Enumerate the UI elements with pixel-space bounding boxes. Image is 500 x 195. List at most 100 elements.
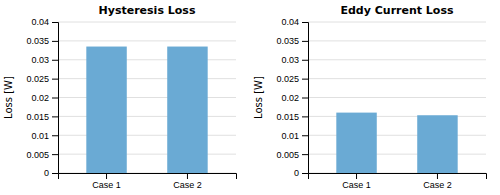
panel: 0 0.005 0.01 0.015 0.02 0.025 0.03 0.035 0.04 Cas…	[3, 4, 237, 190]
y-tick: 0.03	[31, 55, 58, 65]
y-axis-title: Loss [W]	[253, 76, 264, 119]
y-tick-label: 0.035	[276, 36, 299, 46]
y-tick-mark	[302, 98, 308, 99]
x-tick-label: Case 1	[92, 180, 121, 190]
y-tick-mark	[52, 41, 58, 42]
y-tick: 0.005	[26, 150, 58, 160]
y-tick-mark	[302, 41, 308, 42]
y-tick-mark	[302, 135, 308, 136]
plot-area: 00.0050.010.0150.020.0250.030.0350.04Cas…	[276, 17, 486, 190]
x-tick: Case 1	[92, 173, 121, 190]
y-tick-label: 0.025	[26, 74, 49, 84]
y-axis-line	[52, 23, 59, 174]
x-tick-label: Case 2	[423, 180, 452, 190]
y-tick-label: 0.035	[26, 36, 49, 46]
bar	[336, 113, 376, 173]
chart-canvas: 0 0.005 0.01 0.015 0.02 0.025 0.03 0.035 0.04 Cas…	[0, 0, 500, 195]
panel: 00.0050.010.0150.020.0250.030.0350.04Cas…	[253, 4, 487, 190]
grid-line	[58, 59, 236, 60]
y-tick-label: 0.01	[31, 131, 49, 141]
y-tick-label: 0.005	[26, 150, 49, 160]
y-tick-label: 0.02	[281, 93, 299, 103]
grid-line	[308, 59, 486, 60]
y-tick-mark	[52, 116, 58, 117]
grid-line	[308, 22, 486, 23]
y-tick-mark	[302, 173, 308, 174]
x-tick-mark	[437, 173, 438, 179]
x-tick-mark	[106, 173, 107, 179]
y-tick-label: 0.04	[31, 17, 49, 27]
grid-line	[308, 78, 486, 79]
y-tick-mark	[52, 98, 58, 99]
y-tick: 0.02	[31, 93, 58, 103]
y-tick-label: 0	[44, 168, 49, 178]
grid	[308, 22, 486, 173]
grid-line	[308, 135, 486, 136]
x-axis-line	[309, 174, 487, 180]
grid-line	[58, 135, 236, 136]
y-tick: 0.025	[276, 74, 308, 84]
y-tick-label: 0.005	[276, 150, 299, 160]
y-tick-label: 0.03	[281, 55, 299, 65]
y-tick: 0.04	[31, 17, 58, 27]
grid-line	[308, 97, 486, 98]
x-axis: Case 1 Case 2	[59, 173, 237, 190]
x-axis-line	[59, 174, 237, 180]
bars	[86, 47, 207, 173]
y-tick-label: 0	[294, 168, 299, 178]
y-tick: 0.015	[26, 112, 58, 122]
y-tick-mark	[302, 22, 308, 23]
y-axis: 00.0050.010.0150.020.0250.030.0350.04	[276, 17, 308, 178]
y-tick: 0	[44, 168, 58, 178]
grid-line	[58, 97, 236, 98]
y-tick: 0.03	[281, 55, 308, 65]
y-axis: 0 0.005 0.01 0.015 0.02 0.025 0.03 0.035 0.04	[26, 17, 58, 178]
bar	[86, 47, 126, 173]
x-tick-label: Case 1	[342, 180, 371, 190]
y-axis-title: Loss [W]	[3, 76, 14, 119]
x-tick: Case 1	[342, 173, 371, 190]
y-tick-mark	[52, 173, 58, 174]
y-tick-mark	[52, 135, 58, 136]
y-axis-line	[302, 23, 309, 174]
y-tick-label: 0.04	[281, 17, 299, 27]
y-tick-label: 0.03	[31, 55, 49, 65]
x-tick: Case 2	[173, 173, 202, 190]
y-tick: 0.035	[26, 36, 58, 46]
y-tick-mark	[52, 79, 58, 80]
y-tick: 0.01	[31, 131, 58, 141]
y-tick-mark	[52, 154, 58, 155]
y-tick: 0	[294, 168, 308, 178]
y-tick-mark	[302, 60, 308, 61]
grid-line	[308, 40, 486, 41]
bar	[167, 47, 207, 173]
y-tick-label: 0.025	[276, 74, 299, 84]
y-tick-mark	[302, 154, 308, 155]
chart-title: Eddy Current Loss	[340, 4, 454, 17]
y-tick: 0.005	[276, 150, 308, 160]
y-tick-label: 0.02	[31, 93, 49, 103]
x-tick-mark	[356, 173, 357, 179]
grid-line	[58, 116, 236, 117]
y-tick-mark	[302, 79, 308, 80]
y-tick-mark	[52, 22, 58, 23]
y-tick: 0.01	[281, 131, 308, 141]
bars	[336, 113, 457, 173]
grid	[58, 22, 236, 173]
y-tick-mark	[52, 60, 58, 61]
x-axis: Case 1 Case 2	[309, 173, 487, 190]
y-tick: 0.035	[276, 36, 308, 46]
grid-line	[58, 154, 236, 155]
grid-line	[308, 154, 486, 155]
x-tick: Case 2	[423, 173, 452, 190]
plot-area: 0 0.005 0.01 0.015 0.02 0.025 0.03 0.035 0.04 Cas…	[26, 17, 236, 190]
x-tick-label: Case 2	[173, 180, 202, 190]
chart-title: Hysteresis Loss	[99, 4, 196, 17]
y-tick-label: 0.01	[281, 131, 299, 141]
grid-line	[58, 78, 236, 79]
y-tick: 0.025	[26, 74, 58, 84]
x-tick-mark	[187, 173, 188, 179]
grid-line	[58, 40, 236, 41]
y-tick: 0.04	[281, 17, 308, 27]
grid-line	[58, 22, 236, 23]
